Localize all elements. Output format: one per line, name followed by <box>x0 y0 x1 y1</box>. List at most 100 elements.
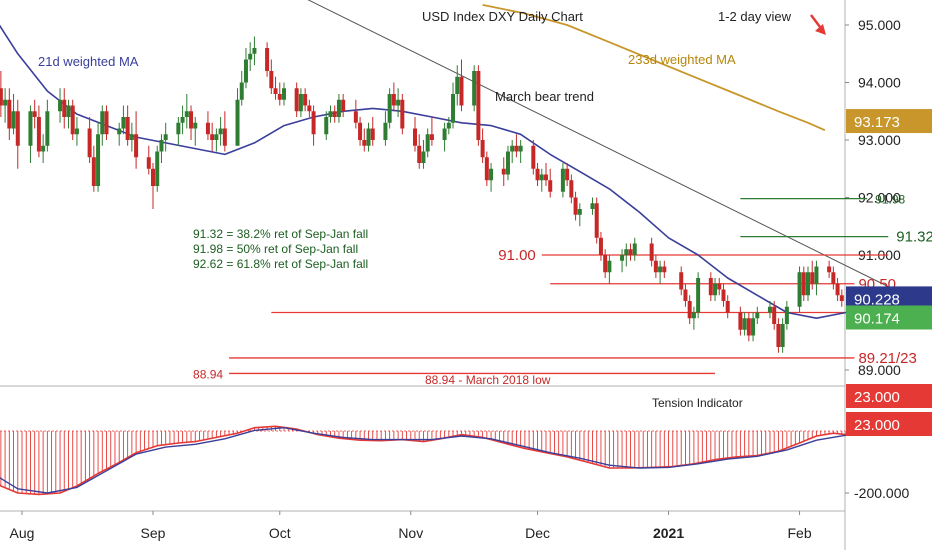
candle[interactable] <box>725 295 730 319</box>
candle[interactable] <box>396 88 401 117</box>
candle[interactable] <box>713 278 718 301</box>
candle[interactable] <box>425 128 430 158</box>
candle[interactable] <box>780 318 785 353</box>
candle[interactable] <box>400 94 405 135</box>
candle[interactable] <box>721 283 726 307</box>
candle[interactable] <box>222 111 227 152</box>
candle[interactable] <box>87 117 92 163</box>
candle[interactable] <box>598 232 603 261</box>
candle[interactable] <box>806 266 810 302</box>
candle[interactable] <box>104 105 109 141</box>
candle[interactable] <box>235 88 240 146</box>
candle[interactable] <box>514 134 519 158</box>
candle[interactable] <box>184 94 189 129</box>
candle[interactable] <box>632 237 637 261</box>
candle[interactable] <box>189 105 194 141</box>
candle[interactable] <box>417 134 422 169</box>
candle[interactable] <box>539 168 544 192</box>
candle[interactable] <box>324 111 329 140</box>
candle[interactable] <box>594 197 599 244</box>
candle[interactable] <box>0 71 3 117</box>
candle[interactable] <box>117 122 122 146</box>
candle[interactable] <box>831 266 836 290</box>
candle[interactable] <box>658 260 663 284</box>
candle[interactable] <box>662 260 667 278</box>
candle[interactable] <box>277 82 282 106</box>
candle[interactable] <box>548 168 553 198</box>
candle[interactable] <box>265 42 270 77</box>
candle[interactable] <box>358 117 363 146</box>
candle[interactable] <box>294 82 299 118</box>
candle[interactable] <box>3 88 8 123</box>
time-axis[interactable]: Aug Sep Oct Nov Dec 2021 Feb <box>10 511 812 541</box>
candle[interactable] <box>180 105 185 135</box>
candle[interactable] <box>66 99 71 129</box>
ma233-line[interactable] <box>482 4 826 132</box>
candle[interactable] <box>28 105 33 164</box>
candle[interactable] <box>336 94 341 123</box>
candle[interactable] <box>476 65 481 146</box>
candle[interactable] <box>607 255 612 284</box>
candle[interactable] <box>70 99 75 140</box>
candle[interactable] <box>717 278 722 296</box>
candle[interactable] <box>58 88 63 123</box>
candle[interactable] <box>649 237 654 267</box>
candle[interactable] <box>248 42 253 71</box>
candle[interactable] <box>121 105 126 135</box>
candle[interactable] <box>11 94 16 135</box>
candle[interactable] <box>243 48 248 89</box>
candle[interactable] <box>484 151 489 187</box>
candle[interactable] <box>74 117 79 146</box>
candle[interactable] <box>163 122 168 152</box>
candle[interactable] <box>210 122 215 152</box>
candle[interactable] <box>36 105 41 158</box>
candle[interactable] <box>269 59 274 95</box>
candle[interactable] <box>696 272 701 319</box>
candle[interactable] <box>518 140 523 163</box>
candle[interactable] <box>784 301 789 330</box>
candle[interactable] <box>282 82 286 106</box>
candle[interactable] <box>708 272 713 301</box>
candle[interactable] <box>801 266 806 302</box>
candle[interactable] <box>544 163 548 186</box>
candle[interactable] <box>565 163 570 186</box>
candle[interactable] <box>687 295 692 324</box>
candle[interactable] <box>776 318 781 353</box>
candle[interactable] <box>41 134 46 163</box>
candle[interactable] <box>125 105 130 146</box>
candle[interactable] <box>489 163 494 192</box>
candle[interactable] <box>569 174 574 204</box>
candle[interactable] <box>383 111 388 146</box>
candle[interactable] <box>755 306 760 324</box>
candle[interactable] <box>353 99 358 129</box>
candle[interactable] <box>624 243 629 267</box>
candle[interactable] <box>472 65 477 112</box>
candles-layer[interactable] <box>0 36 844 353</box>
candle[interactable] <box>151 163 155 209</box>
candle[interactable] <box>146 145 151 175</box>
candle[interactable] <box>810 260 815 290</box>
candle[interactable] <box>835 278 840 301</box>
candle[interactable] <box>531 140 536 175</box>
candle[interactable] <box>683 283 688 307</box>
candle[interactable] <box>480 128 485 164</box>
candle[interactable] <box>362 128 367 152</box>
candle[interactable] <box>421 140 426 169</box>
candle[interactable] <box>341 94 346 117</box>
candle[interactable] <box>45 99 50 152</box>
candle[interactable] <box>451 82 456 129</box>
candle[interactable] <box>32 99 37 129</box>
candle[interactable] <box>501 157 506 186</box>
candle[interactable] <box>239 71 244 106</box>
candle[interactable] <box>814 260 819 296</box>
candle[interactable] <box>328 105 333 123</box>
candle[interactable] <box>839 289 844 307</box>
candle[interactable] <box>159 134 164 163</box>
candle[interactable] <box>429 117 434 146</box>
tension-signal-line[interactable] <box>0 427 847 494</box>
candle[interactable] <box>129 122 134 152</box>
candle[interactable] <box>193 117 198 146</box>
candle[interactable] <box>738 306 743 336</box>
candle[interactable] <box>620 249 625 273</box>
candle[interactable] <box>391 82 396 112</box>
